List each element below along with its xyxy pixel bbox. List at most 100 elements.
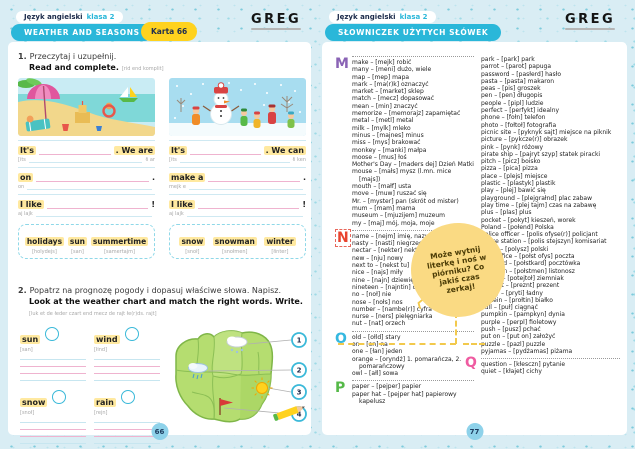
pronunciation: [holydejs] [32,249,57,255]
glossary-entry: Poland – [połend] Polska [481,223,554,231]
weather-word: snow [20,398,48,407]
weather-word-cell: snow [snoł] [20,390,86,444]
glossary-entry: pull – [puł] ciągnąć [481,304,538,312]
sun-icon [251,377,273,399]
rain-cloud-icon [188,363,208,380]
pronunciation-row: aj lajk [169,211,306,217]
glossary-entry: owl – [ałl] sowa [352,370,399,378]
greg-logo: GREG [251,13,302,30]
writing-line [20,373,86,374]
glossary-entry: paper hat – [pejper hat] papierowy kapel… [352,390,457,406]
weather-word: rain [94,398,116,407]
weather-word-cell: sun [san] [20,327,86,381]
fill-in-row: I like! aj lajk [18,194,155,217]
answer-blank [46,201,149,209]
pronunciation: [luk et de łeder czart end mecz de rajt … [29,311,157,317]
grade-label: klasa 2 [86,13,115,21]
sentence-end: ! [151,200,155,209]
pronunciation-row: mejk e [169,184,306,190]
glossary-entry: pirate ship – [pajryt szyp] statek pirac… [481,150,601,158]
word-bank-item: snowman [snołmen] [212,229,257,255]
glossary-entry: metal – [metl] metal [352,117,414,125]
left-title-pill: WEATHER AND SEASONS [11,24,153,41]
pronunciation: [łinter] [271,249,289,255]
sentence-start: on [18,173,34,182]
glossary-entry: phone – [fołn] telefon [481,114,546,122]
page-number: 66 [151,423,168,440]
glossary-right-column: park – [park] park parrot – [parot] papug… [465,56,620,427]
glossary-entry: museum – [mjuzijem] muzeum [352,212,445,220]
glossary-entry: password – [pasłerd] hasło [481,70,562,78]
sentence-start: I like [169,200,195,209]
writing-line [20,422,86,423]
wind-flag-icon [219,398,233,415]
pencil-icon [273,406,305,421]
glossary-entry: pitch – [picz] boisko [481,158,541,166]
writing-line [94,436,160,437]
weather-word-cells: sun [san] wind [łind] snow [snoł] rain [rejn] [20,327,160,444]
word-bank-item: snow [snoł] [179,229,206,255]
exercise-2-instruction-en: Look at the weather chart and match the … [29,297,303,306]
glossary-entry: paper – [pejper] papier [352,383,422,391]
dashed-connector-vertical [455,312,457,344]
fill-in-row: I like! aj lajk [169,194,306,217]
glossary-entry: new – [nju] nowy [352,254,404,262]
writing-line [20,443,86,444]
pronunciation-row: [its łi ar [18,157,155,163]
writing-line [20,436,86,437]
glossary-entry: picnic site – [pyknyk sajt] miejsce na p… [481,128,612,136]
pronunciation-row: [its łi ken [169,157,306,163]
writing-line [94,373,160,374]
glossary-entry: playground – [plejgrałnd] plac zabaw [481,194,593,202]
weather-word-cell: wind [łind] [94,327,160,381]
glossary-entry: nut – [nat] orzech [352,320,406,328]
sentence-start: I like [18,200,44,209]
pronunciation: [snoł] [20,410,35,416]
glossary-entry: people – [pipl] ludzie [481,99,544,107]
glossary-entry: place – [plejs] miejsce [481,172,548,180]
exercise-1: 1. Przeczytaj i uzupełnij. Read and compl… [18,52,306,259]
glossary-entry: match – [mecz] dopasować [352,95,435,103]
glossary-entry: protein – [prołtin] białko [481,296,553,304]
glossary-entry: Mr. – [myster] pan (skrót od mister) [352,197,459,205]
glossary-entry: puzzle – [pazl] puzzle [481,340,546,348]
glossary-entry: one – [łan] jeden [352,348,403,356]
pronunciation: [samertajm] [104,249,135,255]
map-number-4: 4 [297,411,302,419]
glossary-entry: name – [nejm] imię, nazwa [352,232,434,240]
glossary-entry: play time – [plej tajm] czas na zabawę [481,201,597,209]
word-bank-item: summertime [samertajm] [90,229,149,255]
glossary-entries: paper – [pejper] papier paper hat – [pejp… [352,380,474,405]
glossary-entries: name – [nejm] imię, nazwa nasty – [nasti]… [352,229,474,328]
right-subject-chip: Język angielski klasa 2 [329,11,436,23]
answer-blank [208,174,300,182]
glossary-entry: number – [nambe(r)] cyfra [352,305,432,313]
glossary-entry: peas – [pis] groszek [481,85,541,93]
glossary-entry: move – [muw] ruszać się [352,190,427,198]
glossary-letter-o: O [335,330,347,347]
match-number-circle [120,390,135,404]
glossary-section: park – [park] park parrot – [parot] papug… [481,56,620,355]
glossary-entry: mouse – [małs] mysz (l.mn. mice [majs]) [352,168,452,183]
logo-subtitle-bar [565,28,616,30]
glossary-entry: my – [maj] mój, moja, moje [352,219,435,227]
writing-line [94,429,160,430]
word-bank-word: snow [179,237,206,246]
pronunciation-row: aj lajk [18,211,155,217]
subject-label: Język angielski [337,13,396,21]
logo-subtitle-bar [251,28,302,30]
glossary-entry: nasty – [nasti] niegrzeczny [352,240,433,248]
glossary-entry: mark – [ma(r)k] oznaczyć [352,80,429,88]
glossary-entry: postman – [połstmen] listonosz [481,267,575,275]
winter-fill-in-rows: It's . We can [its łi ken make a. mejk e I lik… [169,140,306,217]
glossary-entry: miss – [mys] brakować [352,139,421,147]
winter-column: It's . We can [its łi ken make a. mejk e I lik… [169,78,306,259]
glossary-entries: park – [park] park parrot – [parot] papug… [481,56,620,355]
fill-in-row: make a. mejk e [169,167,306,190]
glossary-entry: nineteen – [najntin] dziewiętnaście [352,283,457,291]
writing-line [20,359,86,360]
